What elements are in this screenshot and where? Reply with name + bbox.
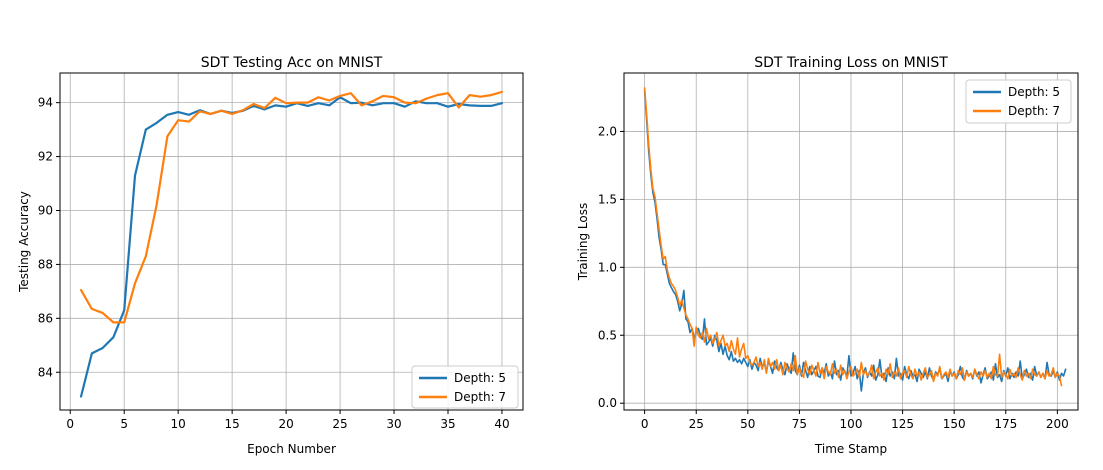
series-line-depth-7 [79, 90, 504, 324]
x-tick-label: 50 [740, 417, 755, 431]
x-tick-label: 200 [1046, 417, 1069, 431]
y-tick-label: 94 [38, 96, 53, 110]
chart-title: SDT Testing Acc on MNIST [201, 55, 383, 71]
series-group [643, 87, 1067, 392]
legend-label-depth-5: Depth: 5 [1008, 85, 1060, 99]
legend: Depth: 5 Depth: 7 [965, 79, 1072, 124]
plot-frame [59, 72, 524, 411]
x-tick-label: 125 [891, 417, 914, 431]
y-tick-label: 90 [38, 203, 53, 217]
series-line-depth-5 [79, 96, 504, 398]
y-tick-label: 84 [38, 365, 53, 379]
y-tick-label: 86 [38, 311, 53, 325]
training-loss-chart: SDT Training Loss on MNIST 0 25 50 75 100 125… [576, 55, 1079, 456]
x-tick-label: 30 [386, 417, 401, 431]
y-axis-ticks: 84 86 88 90 92 94 [38, 96, 60, 379]
x-tick-label: 150 [943, 417, 966, 431]
x-axis-ticks: 0 5 10 15 20 25 30 35 40 [66, 410, 510, 431]
x-tick-label: 75 [792, 417, 807, 431]
series-line-depth-5 [643, 89, 1067, 392]
y-axis-ticks: 0.0 0.5 1.0 1.5 2.0 [598, 124, 624, 410]
legend-label-depth-5: Depth: 5 [454, 371, 506, 385]
x-tick-label: 40 [494, 417, 509, 431]
x-tick-label: 25 [689, 417, 704, 431]
legend: Depth: 5 Depth: 7 [411, 365, 519, 409]
y-tick-label: 0.5 [598, 328, 617, 342]
y-axis-label: Testing Accuracy [17, 191, 31, 293]
legend-label-depth-7: Depth: 7 [1008, 104, 1060, 118]
y-tick-label: 92 [38, 150, 53, 164]
testing-accuracy-chart: SDT Testing Acc on MNIST 0 5 10 15 20 25 30 35 4… [17, 55, 524, 456]
x-tick-label: 25 [332, 417, 347, 431]
legend-label-depth-7: Depth: 7 [454, 390, 506, 404]
y-tick-label: 88 [38, 257, 53, 271]
x-tick-label: 20 [278, 417, 293, 431]
series-line-depth-7 [643, 87, 1063, 387]
grid [60, 73, 523, 410]
y-axis-label: Training Loss [576, 203, 590, 281]
x-tick-label: 5 [120, 417, 128, 431]
x-axis-ticks: 0 25 50 75 100 125 150 175 200 [641, 410, 1069, 431]
x-tick-label: 10 [171, 417, 186, 431]
y-tick-label: 1.0 [598, 260, 617, 274]
chart-title: SDT Training Loss on MNIST [754, 55, 948, 71]
y-tick-label: 2.0 [598, 124, 617, 138]
x-axis-label: Time Stamp [814, 442, 887, 456]
y-tick-label: 1.5 [598, 192, 617, 206]
x-tick-label: 0 [66, 417, 74, 431]
x-axis-label: Epoch Number [247, 442, 336, 456]
x-tick-label: 175 [994, 417, 1017, 431]
x-tick-label: 35 [440, 417, 455, 431]
x-tick-label: 0 [641, 417, 649, 431]
x-tick-label: 100 [840, 417, 863, 431]
y-tick-label: 0.0 [598, 396, 617, 410]
x-tick-label: 15 [225, 417, 240, 431]
series-group [79, 90, 504, 398]
